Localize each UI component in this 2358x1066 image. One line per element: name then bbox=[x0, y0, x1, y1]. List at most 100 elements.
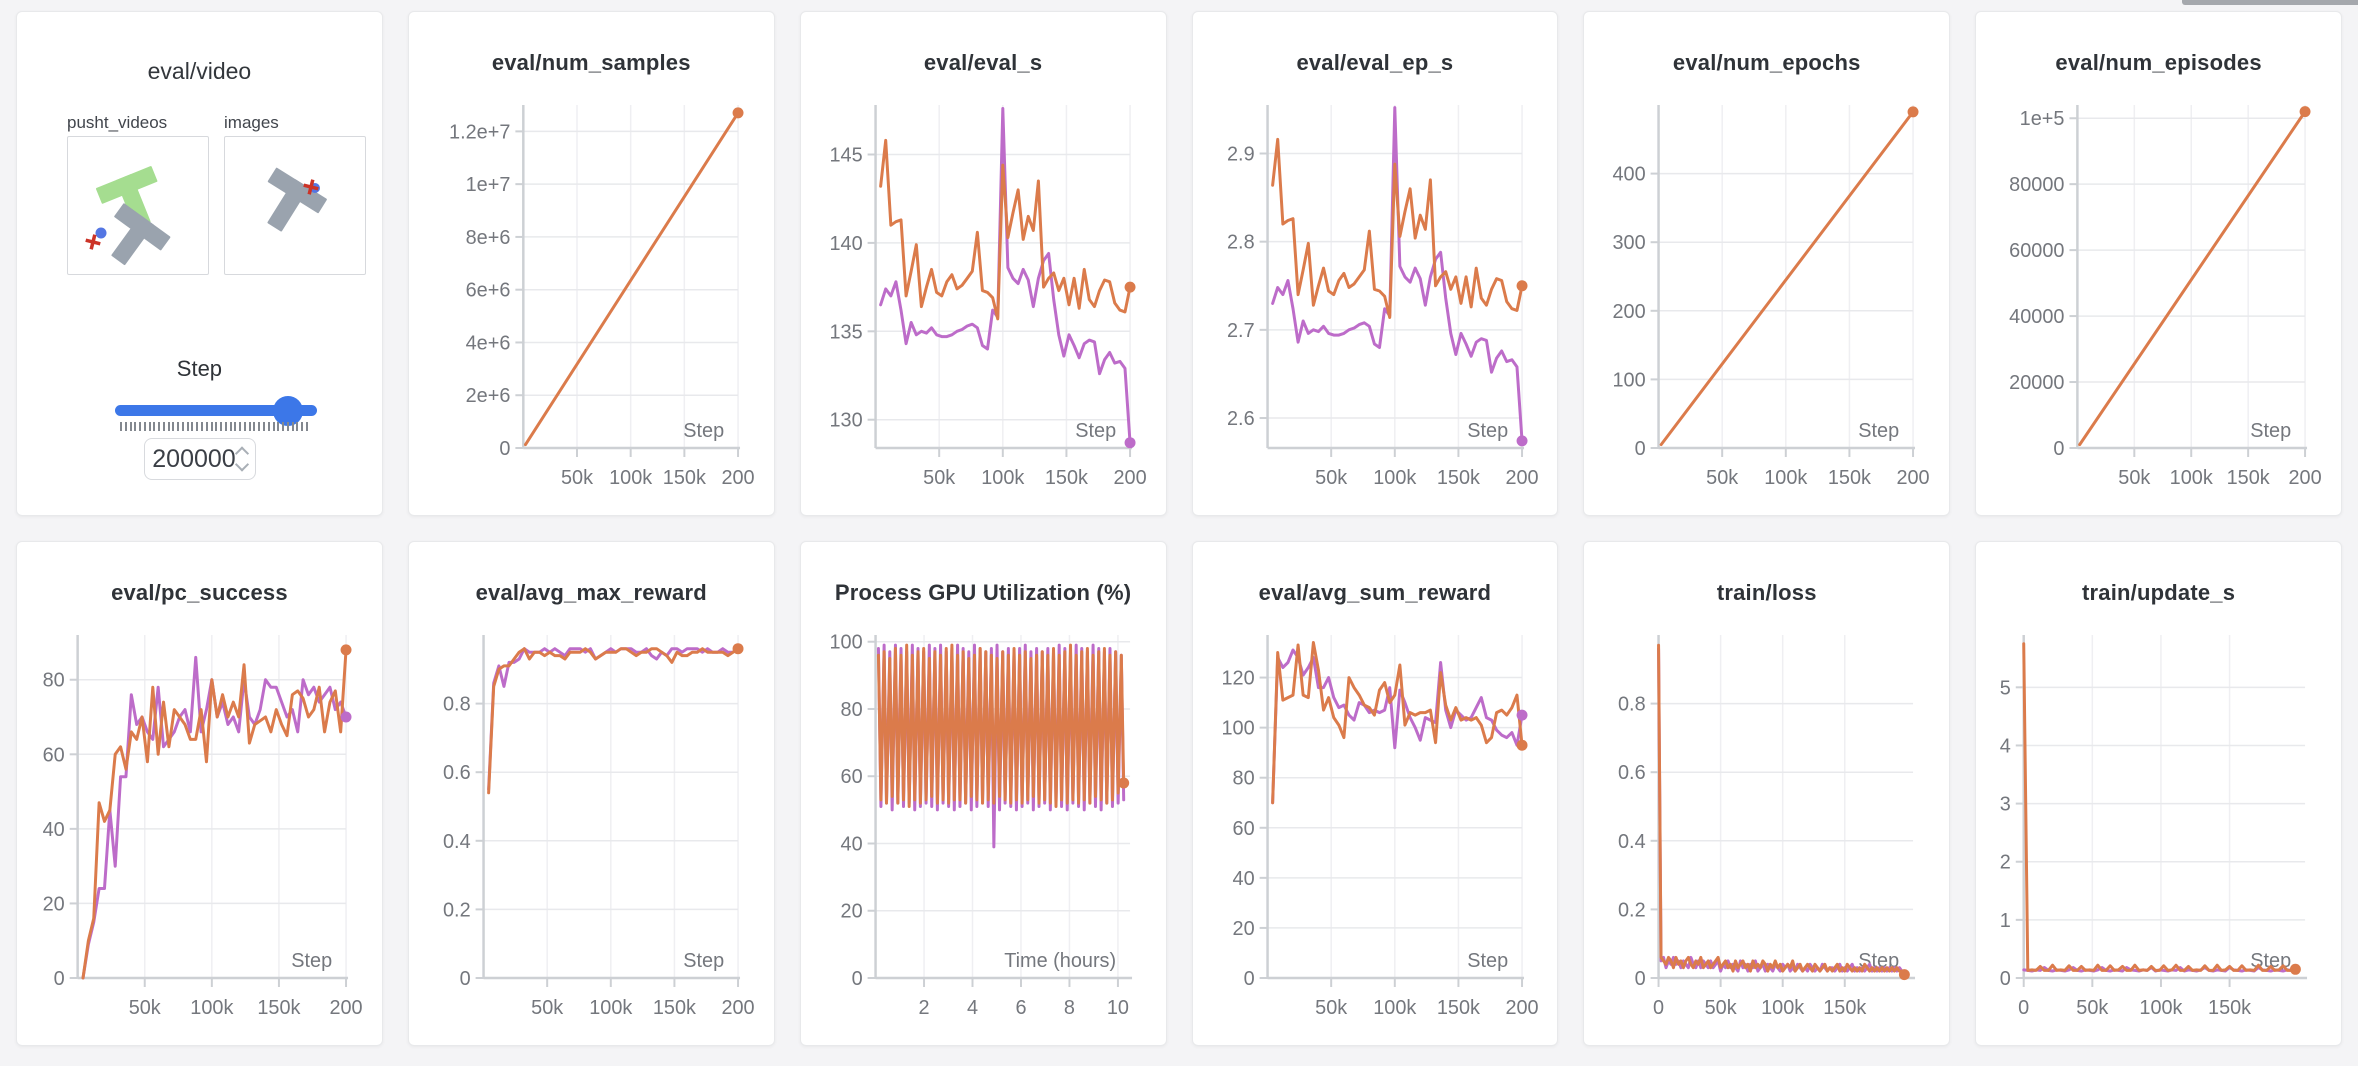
svg-text:6e+6: 6e+6 bbox=[465, 280, 510, 302]
chart-title: eval/num_samples bbox=[491, 50, 691, 75]
panel-eval-avg-max-reward: eval/avg_max_reward 0 0.2 0.4 0.6 0.8 50k 100k… bbox=[407, 541, 775, 1046]
svg-text:2e+6: 2e+6 bbox=[465, 385, 510, 407]
line-chart[interactable]: 0 100 200 300 400 50k 100k 150k 200 Step bbox=[1584, 90, 1949, 510]
line-chart[interactable]: 0 20 40 60 80 100 2 4 6 8 10 Time (hours) bbox=[801, 620, 1166, 1040]
media-group-label: pusht_videos bbox=[67, 113, 168, 132]
panel-eval-eval-ep-s: eval/eval_ep_s 2.6 2.7 2.8 2.9 50k 100k 150k 20… bbox=[1191, 11, 1559, 516]
svg-text:0: 0 bbox=[2018, 997, 2029, 1019]
pusht-scene-image bbox=[85, 166, 171, 266]
svg-text:2.7: 2.7 bbox=[1226, 320, 1254, 342]
svg-text:20: 20 bbox=[1232, 918, 1254, 940]
svg-text:135: 135 bbox=[829, 321, 862, 343]
svg-text:0: 0 bbox=[2054, 438, 2065, 460]
svg-text:2: 2 bbox=[918, 997, 929, 1019]
svg-text:50k: 50k bbox=[1705, 997, 1737, 1019]
images-scene-image bbox=[267, 167, 327, 232]
chart-title: train/loss bbox=[1716, 580, 1817, 605]
panel-title: eval/video bbox=[147, 58, 252, 84]
svg-text:5: 5 bbox=[2000, 677, 2011, 699]
svg-text:130: 130 bbox=[829, 410, 862, 432]
panel-eval-pc-success: eval/pc_success 0 20 40 60 80 50k 100k 150k 200 S… bbox=[16, 541, 383, 1046]
svg-text:2.9: 2.9 bbox=[1226, 143, 1254, 165]
svg-text:20000: 20000 bbox=[2009, 372, 2064, 394]
step-slider-track[interactable] bbox=[115, 405, 317, 416]
line-chart[interactable]: 0 20 40 60 80 50k 100k 150k 200 Step bbox=[17, 620, 382, 1040]
svg-text:200: 200 bbox=[721, 997, 754, 1019]
svg-text:0.6: 0.6 bbox=[1618, 762, 1646, 784]
line-chart[interactable]: 130 135 140 145 50k 100k 150k 200 Step bbox=[801, 90, 1166, 510]
svg-text:0.2: 0.2 bbox=[1618, 899, 1646, 921]
svg-text:100k: 100k bbox=[1373, 467, 1416, 489]
svg-text:Step: Step bbox=[291, 950, 332, 972]
svg-text:2.8: 2.8 bbox=[1226, 232, 1254, 254]
svg-text:2: 2 bbox=[2000, 852, 2011, 874]
svg-text:100k: 100k bbox=[2140, 997, 2183, 1019]
line-chart[interactable]: 2.6 2.7 2.8 2.9 50k 100k 150k 200 Step bbox=[1193, 90, 1558, 510]
chart-title: eval/avg_max_reward bbox=[475, 580, 707, 605]
svg-text:50k: 50k bbox=[1315, 467, 1347, 489]
step-slider-thumb[interactable] bbox=[273, 396, 303, 426]
svg-text:0.2: 0.2 bbox=[443, 899, 471, 921]
panel-eval-num-episodes: eval/num_episodes 0 20000 40000 60000 80000 1… bbox=[1975, 11, 2342, 516]
svg-text:50k: 50k bbox=[561, 467, 593, 489]
svg-text:200: 200 bbox=[1113, 467, 1146, 489]
svg-text:0: 0 bbox=[1243, 968, 1254, 990]
media-group-label: images bbox=[224, 113, 279, 132]
svg-text:100k: 100k bbox=[190, 997, 233, 1019]
svg-text:0: 0 bbox=[1635, 438, 1646, 460]
svg-text:50k: 50k bbox=[923, 467, 955, 489]
horizontal-scrollbar[interactable] bbox=[2182, 0, 2358, 5]
svg-text:100: 100 bbox=[1613, 369, 1646, 391]
panel-gpu-utilization: Process GPU Utilization (%) 0 20 40 60 80 100… bbox=[799, 541, 1167, 1046]
svg-text:100k: 100k bbox=[981, 467, 1024, 489]
svg-text:100k: 100k bbox=[2170, 467, 2213, 489]
svg-text:80000: 80000 bbox=[2009, 174, 2064, 196]
svg-text:300: 300 bbox=[1613, 232, 1646, 254]
svg-text:0: 0 bbox=[54, 968, 65, 990]
svg-text:100k: 100k bbox=[1373, 997, 1416, 1019]
svg-text:0.4: 0.4 bbox=[443, 831, 471, 853]
panel-train-loss: train/loss 0 0.2 0.4 0.6 0.8 0 50k 100k 150k Step bbox=[1583, 541, 1951, 1046]
step-number-input[interactable] bbox=[145, 439, 255, 479]
chart-title: Process GPU Utilization (%) bbox=[834, 580, 1132, 605]
chevron-down-icon[interactable] bbox=[234, 457, 250, 472]
svg-text:0: 0 bbox=[499, 438, 510, 460]
chart-title: eval/eval_s bbox=[923, 50, 1043, 75]
chart-title: eval/eval_ep_s bbox=[1296, 50, 1454, 75]
svg-text:50k: 50k bbox=[531, 997, 563, 1019]
svg-text:100k: 100k bbox=[1761, 997, 1804, 1019]
step-slider-tickmarks bbox=[120, 422, 308, 431]
chart-title: eval/num_episodes bbox=[2055, 50, 2262, 75]
svg-text:4: 4 bbox=[967, 997, 978, 1019]
svg-text:400: 400 bbox=[1613, 164, 1646, 186]
svg-text:2.6: 2.6 bbox=[1226, 408, 1254, 430]
svg-text:0: 0 bbox=[2000, 968, 2011, 990]
step-slider-label: Step bbox=[176, 356, 223, 381]
svg-text:80: 80 bbox=[1232, 768, 1254, 790]
svg-text:150k: 150k bbox=[257, 997, 300, 1019]
line-chart[interactable]: 0 20 40 60 80 100 120 50k 100k 150k 200 Step bbox=[1193, 620, 1558, 1040]
video-thumbnail-pusht[interactable] bbox=[67, 136, 209, 275]
line-chart[interactable]: 0 0.2 0.4 0.6 0.8 0 50k 100k 150k Step bbox=[1584, 620, 1949, 1040]
svg-text:60: 60 bbox=[43, 744, 65, 766]
svg-text:200: 200 bbox=[1897, 467, 1930, 489]
svg-text:200: 200 bbox=[721, 467, 754, 489]
svg-text:0: 0 bbox=[1635, 968, 1646, 990]
svg-text:20: 20 bbox=[840, 901, 862, 923]
svg-text:50k: 50k bbox=[1315, 997, 1347, 1019]
line-chart[interactable]: 0 0.2 0.4 0.6 0.8 50k 100k 150k 200 Step bbox=[409, 620, 774, 1040]
svg-text:150k: 150k bbox=[663, 467, 706, 489]
line-chart[interactable]: 0 20000 40000 60000 80000 1e+5 50k 100k 150k 200 S… bbox=[1976, 90, 2341, 510]
line-chart[interactable]: 0 1 2 3 4 5 0 50k 100k 150k Step bbox=[1976, 620, 2341, 1040]
video-thumbnail-images[interactable] bbox=[224, 136, 366, 275]
svg-text:40: 40 bbox=[840, 833, 862, 855]
svg-text:40: 40 bbox=[43, 819, 65, 841]
svg-text:200: 200 bbox=[2289, 467, 2322, 489]
line-chart[interactable]: 0 2e+6 4e+6 6e+6 8e+6 1e+7 1.2e+7 50k 100k 150k 20… bbox=[409, 90, 774, 510]
svg-text:Step: Step bbox=[683, 950, 724, 972]
svg-text:8e+6: 8e+6 bbox=[465, 227, 510, 249]
svg-text:1e+7: 1e+7 bbox=[465, 174, 510, 196]
svg-text:0.4: 0.4 bbox=[1618, 831, 1646, 853]
goal-cross bbox=[303, 179, 319, 195]
